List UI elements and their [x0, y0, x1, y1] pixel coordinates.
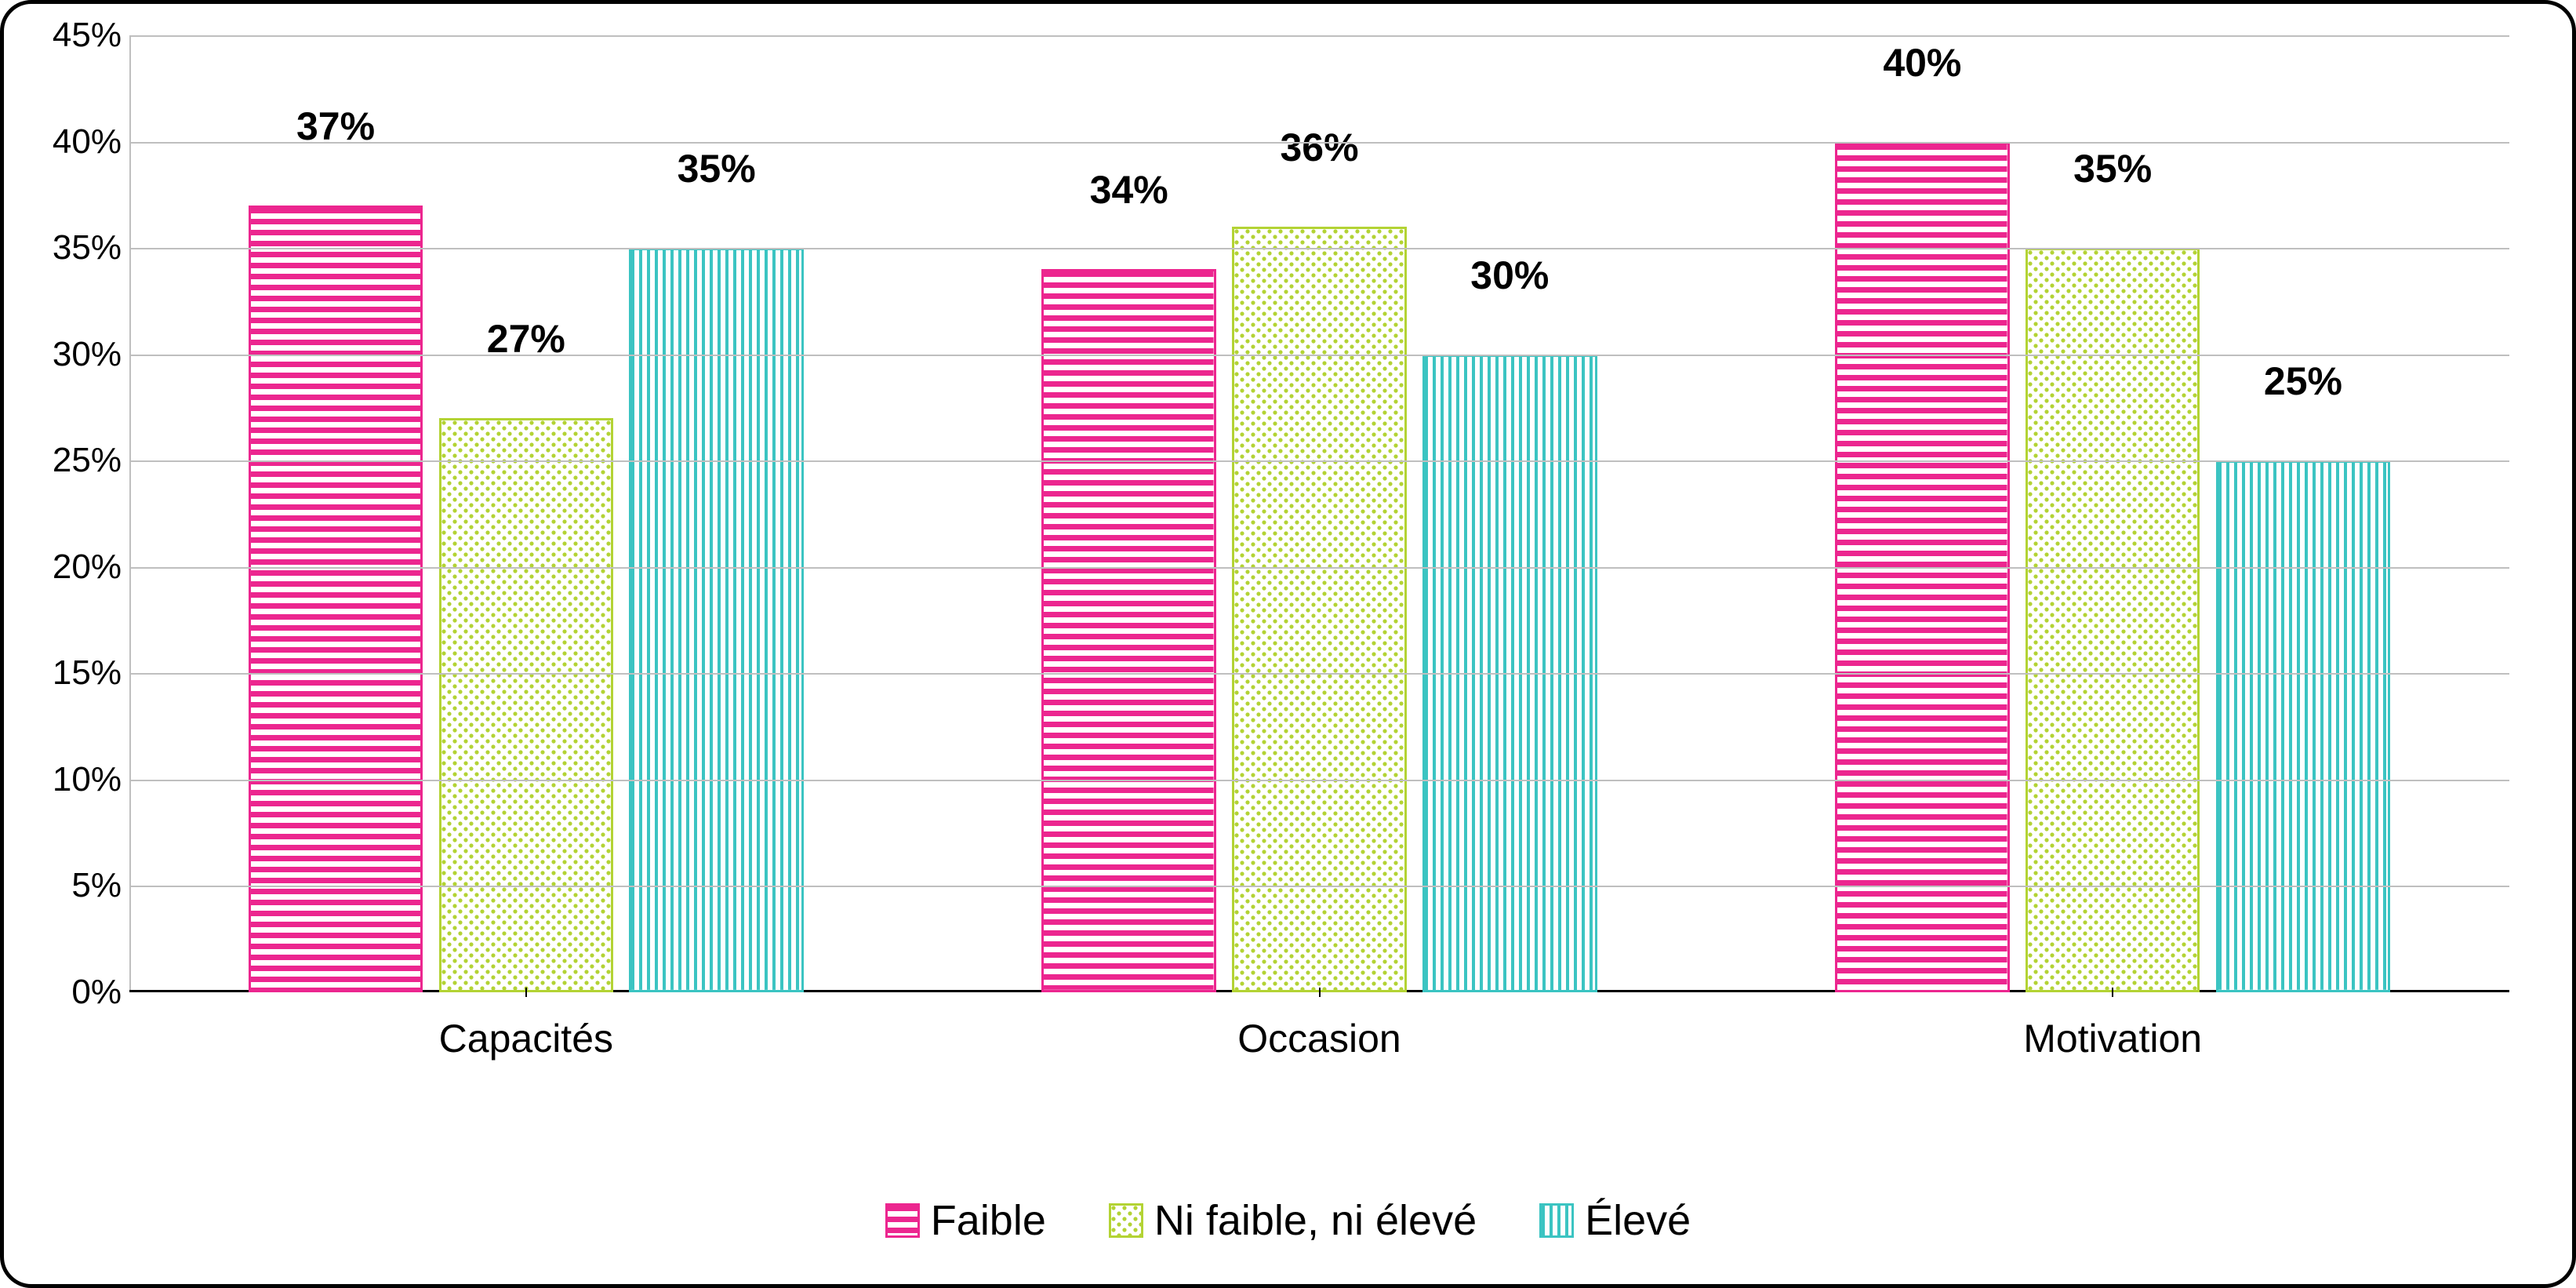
gridline [129, 142, 2509, 144]
chart-container: 37%27%35%34%36%30%40%35%25% 0%5%10%15%20… [0, 0, 2576, 1288]
bar [439, 418, 614, 992]
bar [629, 248, 804, 992]
y-axis-tick-label: 25% [35, 441, 122, 480]
bar [2216, 460, 2391, 992]
y-axis-tick-label: 40% [35, 122, 122, 162]
gridline [129, 780, 2509, 781]
category-label: Capacités [439, 1016, 613, 1061]
y-axis-tick-label: 15% [35, 653, 122, 693]
y-axis-tick-label: 0% [35, 973, 122, 1012]
y-axis-tick-label: 20% [35, 548, 122, 587]
legend-swatch [1539, 1203, 1574, 1238]
bar-value-label: 35% [678, 146, 756, 191]
y-axis-tick-label: 35% [35, 228, 122, 267]
bar [1232, 227, 1407, 992]
gridline [129, 567, 2509, 569]
legend-swatch [1109, 1203, 1143, 1238]
gridline [129, 35, 2509, 37]
gridline [129, 248, 2509, 249]
y-axis-tick-label: 30% [35, 335, 122, 374]
bar-value-label: 30% [1470, 253, 1549, 298]
bar [1041, 269, 1216, 992]
legend-label: Faible [931, 1196, 1046, 1245]
y-axis-tick-label: 45% [35, 16, 122, 55]
legend-item: Élevé [1539, 1196, 1691, 1245]
x-axis-tick [2112, 988, 2113, 997]
bars-layer: 37%27%35%34%36%30%40%35%25% [129, 35, 2509, 992]
bar-value-label: 35% [2073, 146, 2152, 191]
legend: Faible Ni faible, ni élevé Élevé [4, 1196, 2572, 1245]
gridline [129, 886, 2509, 887]
plot-area: 37%27%35%34%36%30%40%35%25% 0%5%10%15%20… [129, 35, 2509, 992]
bar-value-label: 36% [1280, 125, 1358, 170]
gridline [129, 460, 2509, 462]
legend-item: Faible [885, 1196, 1046, 1245]
bar-value-label: 34% [1090, 167, 1168, 213]
bar-value-label: 40% [1883, 40, 1961, 86]
bar-value-label: 25% [2264, 358, 2342, 404]
gridline [129, 355, 2509, 356]
gridline [129, 673, 2509, 675]
legend-label: Élevé [1585, 1196, 1691, 1245]
x-axis-tick [525, 988, 527, 997]
legend-item: Ni faible, ni élevé [1109, 1196, 1477, 1245]
x-axis-tick [1319, 988, 1321, 997]
legend-swatch [885, 1203, 920, 1238]
bar [249, 206, 423, 992]
category-label: Occasion [1237, 1016, 1401, 1061]
category-label: Motivation [2023, 1016, 2202, 1061]
y-axis-tick-label: 10% [35, 760, 122, 799]
bar [2026, 248, 2200, 992]
y-axis-tick-label: 5% [35, 866, 122, 905]
legend-label: Ni faible, ni élevé [1154, 1196, 1477, 1245]
